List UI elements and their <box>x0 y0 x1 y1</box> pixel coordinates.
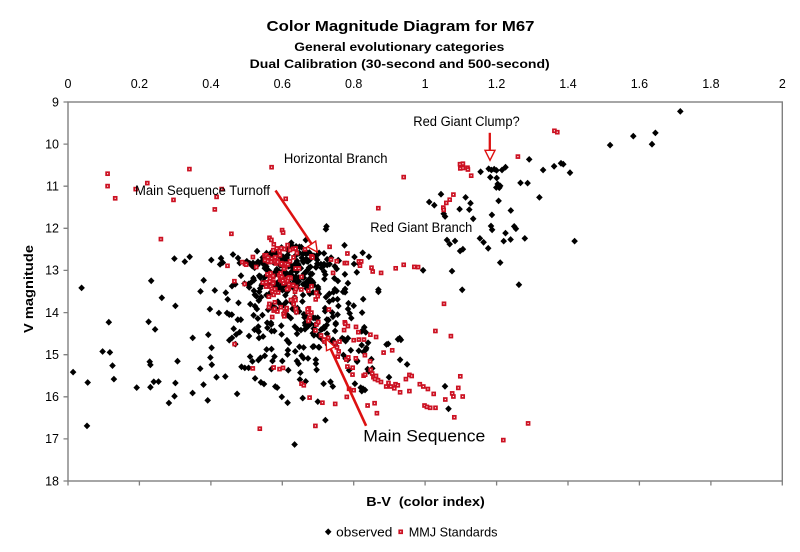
svg-text:11: 11 <box>46 180 59 194</box>
svg-text:1.6: 1.6 <box>631 77 648 91</box>
svg-text:General evolutionary categorie: General evolutionary categories <box>294 40 504 54</box>
svg-text:14: 14 <box>45 306 59 320</box>
svg-text:1: 1 <box>422 77 429 91</box>
svg-text:2: 2 <box>779 77 786 91</box>
svg-text:16: 16 <box>45 390 59 404</box>
svg-text:12: 12 <box>45 222 59 236</box>
svg-text:17: 17 <box>45 432 59 446</box>
svg-text:Red Giant Branch: Red Giant Branch <box>370 220 472 235</box>
svg-text:15: 15 <box>45 348 59 362</box>
svg-text:13: 13 <box>45 264 59 278</box>
svg-text:0.2: 0.2 <box>131 77 148 91</box>
svg-text:1.4: 1.4 <box>559 77 576 91</box>
svg-text:Dual Calibration (30-second an: Dual Calibration (30-second and 500-seco… <box>250 57 550 71</box>
svg-text:Main Sequence: Main Sequence <box>363 427 485 446</box>
svg-text:0: 0 <box>65 77 72 91</box>
svg-text:Main Sequence Turnoff: Main Sequence Turnoff <box>135 183 270 198</box>
svg-text:B-V (color index): B-V (color index) <box>366 495 485 509</box>
svg-text:observed: observed <box>336 525 392 540</box>
svg-text:10: 10 <box>45 137 59 151</box>
svg-text:0.8: 0.8 <box>345 77 362 91</box>
svg-text:1.2: 1.2 <box>488 77 505 91</box>
svg-text:Red Giant Clump?: Red Giant Clump? <box>413 114 520 129</box>
svg-text:0.6: 0.6 <box>274 77 291 91</box>
svg-text:9: 9 <box>52 95 59 109</box>
svg-text:18: 18 <box>45 474 59 488</box>
svg-text:MMJ Standards: MMJ Standards <box>409 525 498 540</box>
svg-text:1.8: 1.8 <box>702 77 719 91</box>
svg-text:0.4: 0.4 <box>202 77 219 91</box>
svg-text:V magnitude: V magnitude <box>22 245 36 333</box>
svg-text:Horizontal Branch: Horizontal Branch <box>284 151 388 166</box>
svg-text:Color Magnitude Diagram for M6: Color Magnitude Diagram for M67 <box>267 19 535 35</box>
